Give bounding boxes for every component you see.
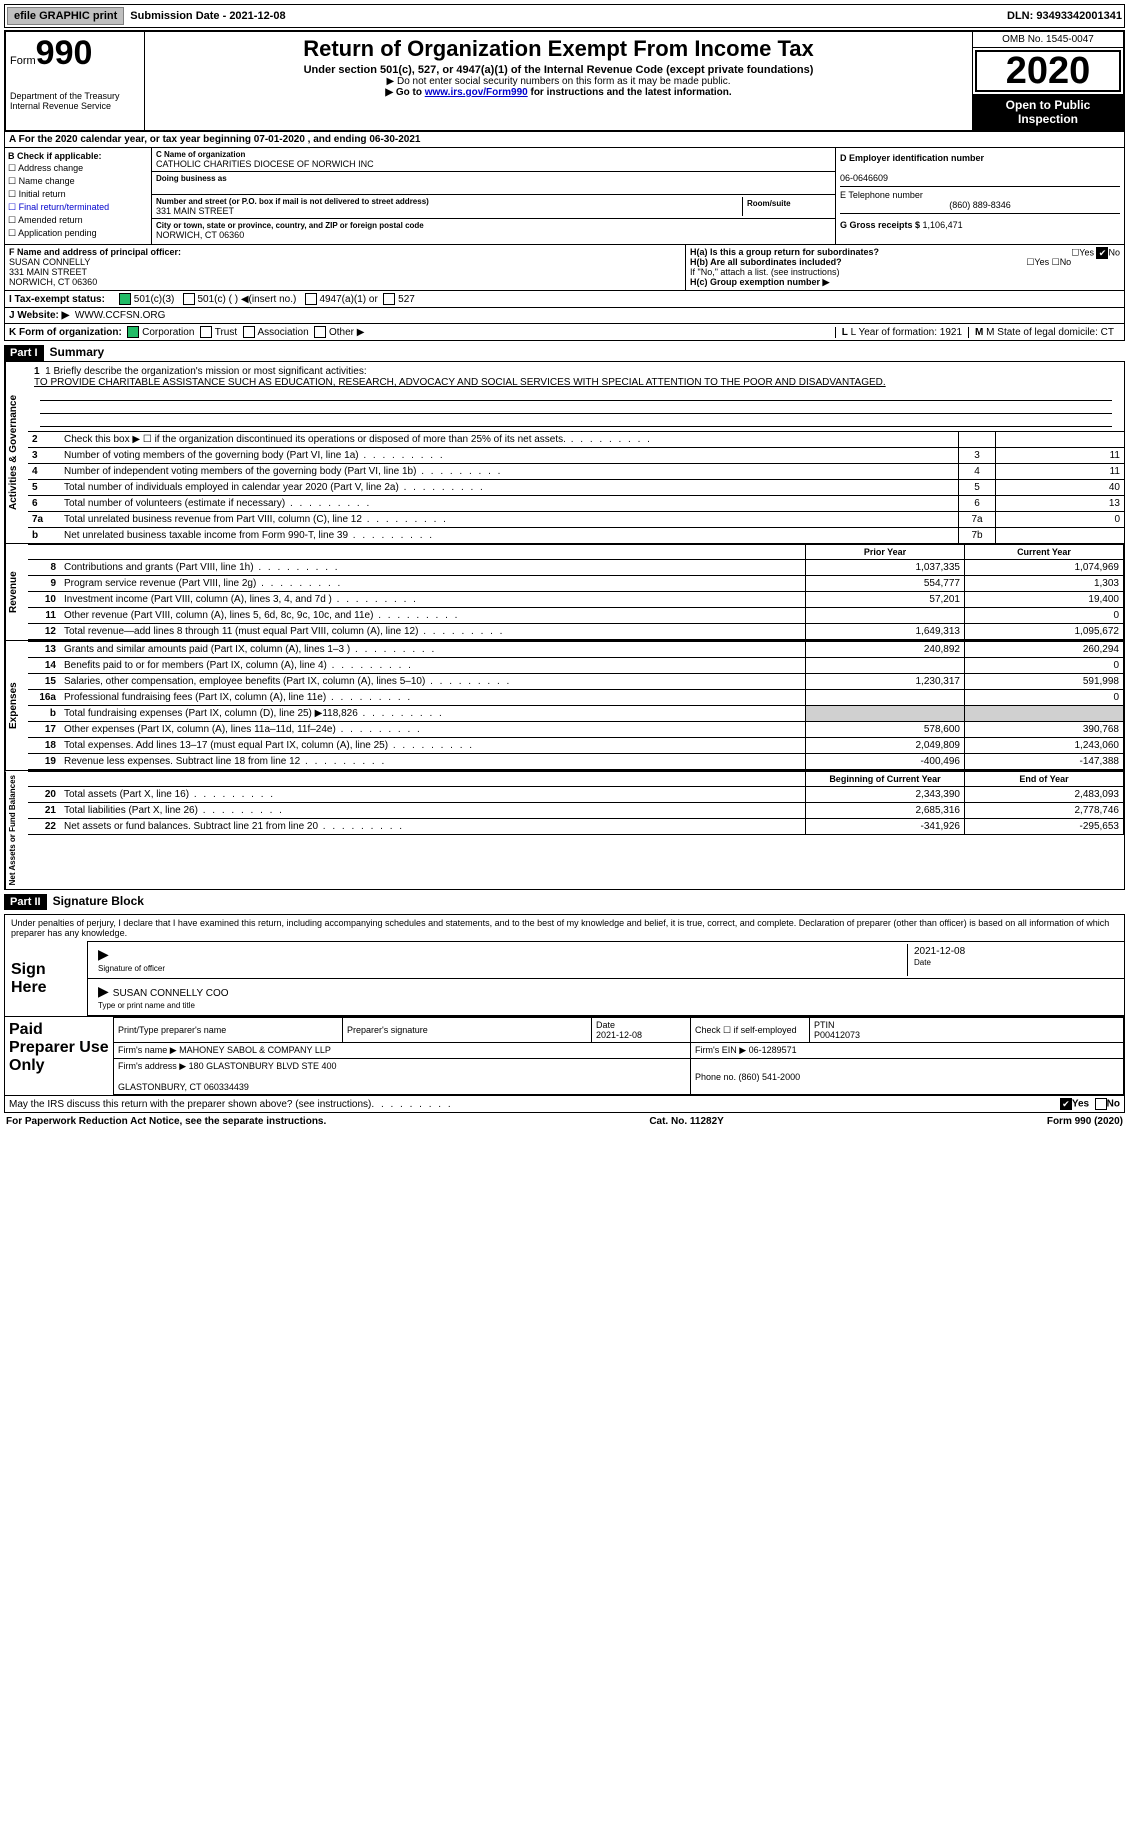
firm-address: Firm's address ▶ 180 GLASTONBURY BLVD ST… (114, 1059, 691, 1095)
chk-527[interactable] (383, 293, 395, 305)
chk-initial-return[interactable]: Initial return (8, 189, 148, 200)
form-title: Return of Organization Exempt From Incom… (149, 36, 968, 62)
paid-preparer: Paid Preparer Use Only Print/Type prepar… (4, 1017, 1125, 1096)
dln: DLN: 93493342001341 (1007, 10, 1122, 22)
form-number: Form990 (10, 34, 140, 73)
perjury-text: Under penalties of perjury, I declare th… (5, 915, 1124, 941)
officer-print-name: SUSAN CONNELLY COO (113, 988, 229, 999)
submission-date: Submission Date - 2021-12-08 (130, 10, 285, 22)
note-ssn: ▶ Do not enter social security numbers o… (149, 76, 968, 87)
irs-link[interactable]: www.irs.gov/Form990 (425, 87, 528, 98)
section-b: B Check if applicable: Address change Na… (5, 148, 152, 244)
dept-treasury: Department of the Treasury Internal Reve… (10, 91, 140, 111)
website: WWW.CCFSN.ORG (75, 310, 166, 321)
omb-number: OMB No. 1545-0047 (973, 32, 1123, 48)
k-row: K Form of organization: Corporation Trus… (4, 324, 1125, 341)
tax-year: 2020 (975, 50, 1121, 92)
org-name: CATHOLIC CHARITIES DIOCESE OF NORWICH IN… (156, 159, 831, 169)
note-link: ▶ Go to www.irs.gov/Form990 for instruct… (149, 87, 968, 98)
phone: (860) 889-8346 (840, 200, 1120, 210)
summary-revenue: Revenue Prior YearCurrent Year 8Contribu… (4, 544, 1125, 641)
open-to-public: Open to Public Inspection (973, 94, 1123, 130)
officer-name: SUSAN CONNELLY (9, 257, 90, 267)
chk-501c[interactable] (183, 293, 195, 305)
part2-header: Part IISignature Block (4, 890, 1125, 910)
side-governance: Activities & Governance (5, 362, 28, 543)
chk-final-return[interactable]: Final return/terminated (8, 202, 148, 213)
sign-date: 2021-12-08 (914, 946, 965, 957)
chk-amended[interactable]: Amended return (8, 215, 148, 226)
summary-netassets: Net Assets or Fund Balances Beginning of… (4, 771, 1125, 890)
chk-address-change[interactable]: Address change (8, 163, 148, 174)
section-c: C Name of organization CATHOLIC CHARITIE… (152, 148, 835, 244)
form-subtitle: Under section 501(c), 527, or 4947(a)(1)… (149, 64, 968, 76)
page-footer: For Paperwork Reduction Act Notice, see … (4, 1113, 1125, 1130)
info-grid: B Check if applicable: Address change Na… (4, 148, 1125, 245)
firm-name: Firm's name ▶ MAHONEY SABOL & COMPANY LL… (114, 1043, 691, 1059)
firm-phone: Phone no. (860) 541-2000 (691, 1059, 1124, 1095)
governance-table: 2Check this box ▶ ☐ if the organization … (28, 431, 1124, 543)
state-domicile: M M State of legal domicile: CT (968, 327, 1120, 338)
ein: 06-0646609 (840, 173, 888, 183)
top-bar: efile GRAPHIC print Submission Date - 20… (4, 4, 1125, 28)
period-row: A For the 2020 calendar year, or tax yea… (4, 132, 1125, 148)
expenses-table: 13Grants and similar amounts paid (Part … (28, 641, 1124, 770)
chk-corp[interactable] (127, 326, 139, 338)
chk-501c3[interactable] (119, 293, 131, 305)
mission-text: TO PROVIDE CHARITABLE ASSISTANCE SUCH AS… (34, 377, 1118, 388)
tax-status-row: I Tax-exempt status: 501(c)(3) 501(c) ( … (4, 291, 1125, 308)
signature-block: Under penalties of perjury, I declare th… (4, 914, 1125, 1017)
summary-expenses: Expenses 13Grants and similar amounts pa… (4, 641, 1125, 771)
chk-name-change[interactable]: Name change (8, 176, 148, 187)
discuss-row: May the IRS discuss this return with the… (4, 1096, 1125, 1113)
efile-btn[interactable]: efile GRAPHIC print (7, 7, 124, 25)
firm-ein: Firm's EIN ▶ 06-1289571 (691, 1043, 1124, 1059)
form-header: Form990 Department of the Treasury Inter… (4, 30, 1125, 132)
chk-discuss-yes[interactable]: ✔ (1060, 1098, 1072, 1110)
chk-assoc[interactable] (243, 326, 255, 338)
chk-app-pending[interactable]: Application pending (8, 228, 148, 239)
netassets-table: Beginning of Current YearEnd of Year 20T… (28, 771, 1124, 835)
revenue-table: Prior YearCurrent Year 8Contributions an… (28, 544, 1124, 640)
officer-addr: 331 MAIN STREET NORWICH, CT 06360 (9, 267, 97, 287)
street-address: 331 MAIN STREET (156, 206, 742, 216)
sign-here-label: Sign Here (5, 941, 88, 1016)
website-row: J Website: ▶ WWW.CCFSN.ORG (4, 308, 1125, 324)
city-state-zip: NORWICH, CT 06360 (156, 230, 831, 240)
part1-header: Part ISummary (4, 341, 1125, 361)
chk-4947[interactable] (305, 293, 317, 305)
chk-other[interactable] (314, 326, 326, 338)
chk-trust[interactable] (200, 326, 212, 338)
row-fh: F Name and address of principal officer:… (4, 245, 1125, 291)
section-d: D Employer identification number 06-0646… (835, 148, 1124, 244)
year-formation: L L Year of formation: 1921 (835, 327, 968, 338)
chk-discuss-no[interactable] (1095, 1098, 1107, 1110)
summary-governance: Activities & Governance 1 1 Briefly desc… (4, 361, 1125, 544)
gross-receipts: 1,106,471 (923, 220, 963, 230)
